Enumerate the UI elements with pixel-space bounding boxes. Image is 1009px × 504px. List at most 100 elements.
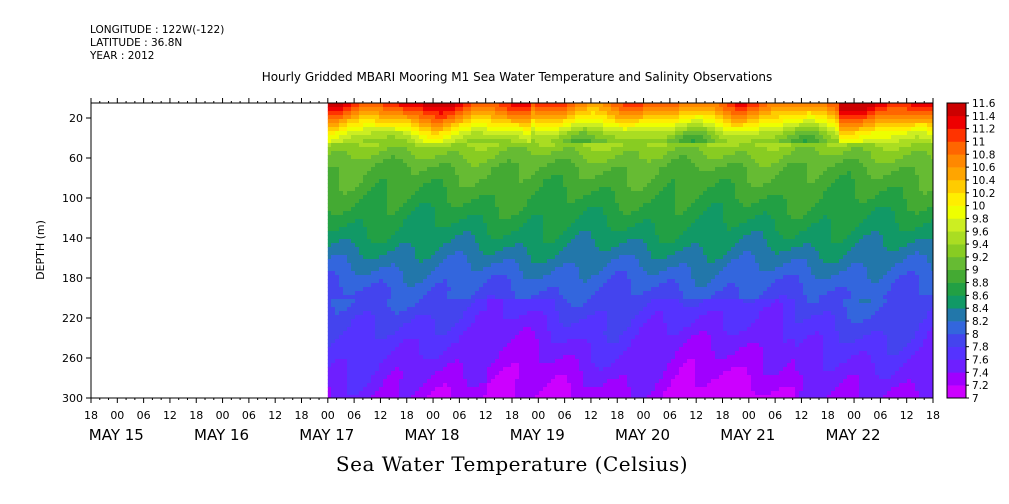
heatmap-cell [367,103,372,108]
heatmap-cell [455,243,460,248]
heatmap-cell [507,119,512,124]
heatmap-cell [555,135,560,140]
heatmap-cell [499,111,504,116]
heatmap-cell [479,247,484,252]
heatmap-cell [467,103,472,108]
heatmap-cell [347,107,352,112]
heatmap-cell [491,171,496,176]
heatmap-cell [515,367,520,372]
heatmap-cell [359,375,364,380]
heatmap-cell [355,139,360,144]
heatmap-cell [383,191,388,196]
heatmap-cell [387,107,392,112]
heatmap-cell [491,127,496,132]
heatmap-cell [359,163,364,168]
heatmap-cell [583,331,588,336]
heatmap-cell [595,219,600,224]
heatmap-cell [523,119,528,124]
heatmap-cell [355,383,360,388]
heatmap-cell [327,143,332,148]
heatmap-cell [523,259,528,264]
heatmap-cell [399,299,404,304]
heatmap-cell [563,103,568,108]
heatmap-cell [583,267,588,272]
heatmap-cell [503,211,508,216]
heatmap-cell [539,211,544,216]
heatmap-cell [367,111,372,116]
heatmap-cell [519,139,524,144]
heatmap-cell [359,391,364,396]
heatmap-cell [491,111,496,116]
heatmap-cell [439,215,444,220]
heatmap-cell [471,183,476,188]
heatmap-cell [435,103,440,108]
heatmap-cell [459,143,464,148]
heatmap-cell [359,363,364,368]
heatmap-cell [571,231,576,236]
heatmap-cell [327,275,332,280]
heatmap-cell [555,279,560,284]
heatmap-cell [555,215,560,220]
heatmap-cell [551,347,556,352]
heatmap-cell [463,143,468,148]
heatmap-cell [403,287,408,292]
heatmap-cell [423,203,428,208]
heatmap-cell [563,147,568,152]
heatmap-cell [491,227,496,232]
heatmap-cell [487,395,492,398]
heatmap-cell [511,139,516,144]
heatmap-cell [571,255,576,260]
heatmap-cell [339,271,344,276]
heatmap-cell [591,251,596,256]
heatmap-cell [447,235,452,240]
heatmap-cell [367,247,372,252]
heatmap-cell [459,179,464,184]
heatmap-cell [343,275,348,280]
heatmap-cell [347,103,352,108]
heatmap-cell [507,147,512,152]
heatmap-cell [575,379,580,384]
heatmap-cell [523,379,528,384]
heatmap-cell [507,103,512,108]
heatmap-cell [363,319,368,324]
heatmap-cell [551,127,556,132]
heatmap-cell [331,215,336,220]
heatmap-cell [583,167,588,172]
heatmap-cell [427,319,432,324]
heatmap-cell [355,259,360,264]
heatmap-cell [563,107,568,112]
heatmap-cell [411,115,416,120]
heatmap-cell [407,119,412,124]
heatmap-cell [519,135,524,140]
heatmap-cell [587,243,592,248]
heatmap-cell [363,123,368,128]
heatmap-cell [511,351,516,356]
heatmap-cell [559,391,564,396]
heatmap-cell [443,395,448,398]
heatmap-cell [391,279,396,284]
heatmap-cell [523,211,528,216]
heatmap-cell [555,235,560,240]
heatmap-cell [483,235,488,240]
heatmap-cell [335,135,340,140]
heatmap-cell [335,283,340,288]
heatmap-cell [563,119,568,124]
heatmap-cell [527,219,532,224]
heatmap-cell [471,363,476,368]
heatmap-cell [451,367,456,372]
heatmap-cell [583,247,588,252]
heatmap-cell [431,159,436,164]
heatmap-cell [523,283,528,288]
heatmap-cell [495,367,500,372]
heatmap-cell [359,367,364,372]
heatmap-cell [535,235,540,240]
heatmap-cell [455,191,460,196]
heatmap-cell [483,103,488,108]
heatmap-cell [379,239,384,244]
heatmap-cell [479,343,484,348]
heatmap-cell [347,391,352,396]
heatmap-cell [555,347,560,352]
heatmap-cell [463,131,468,136]
heatmap-cell [435,223,440,228]
heatmap-cell [591,319,596,324]
